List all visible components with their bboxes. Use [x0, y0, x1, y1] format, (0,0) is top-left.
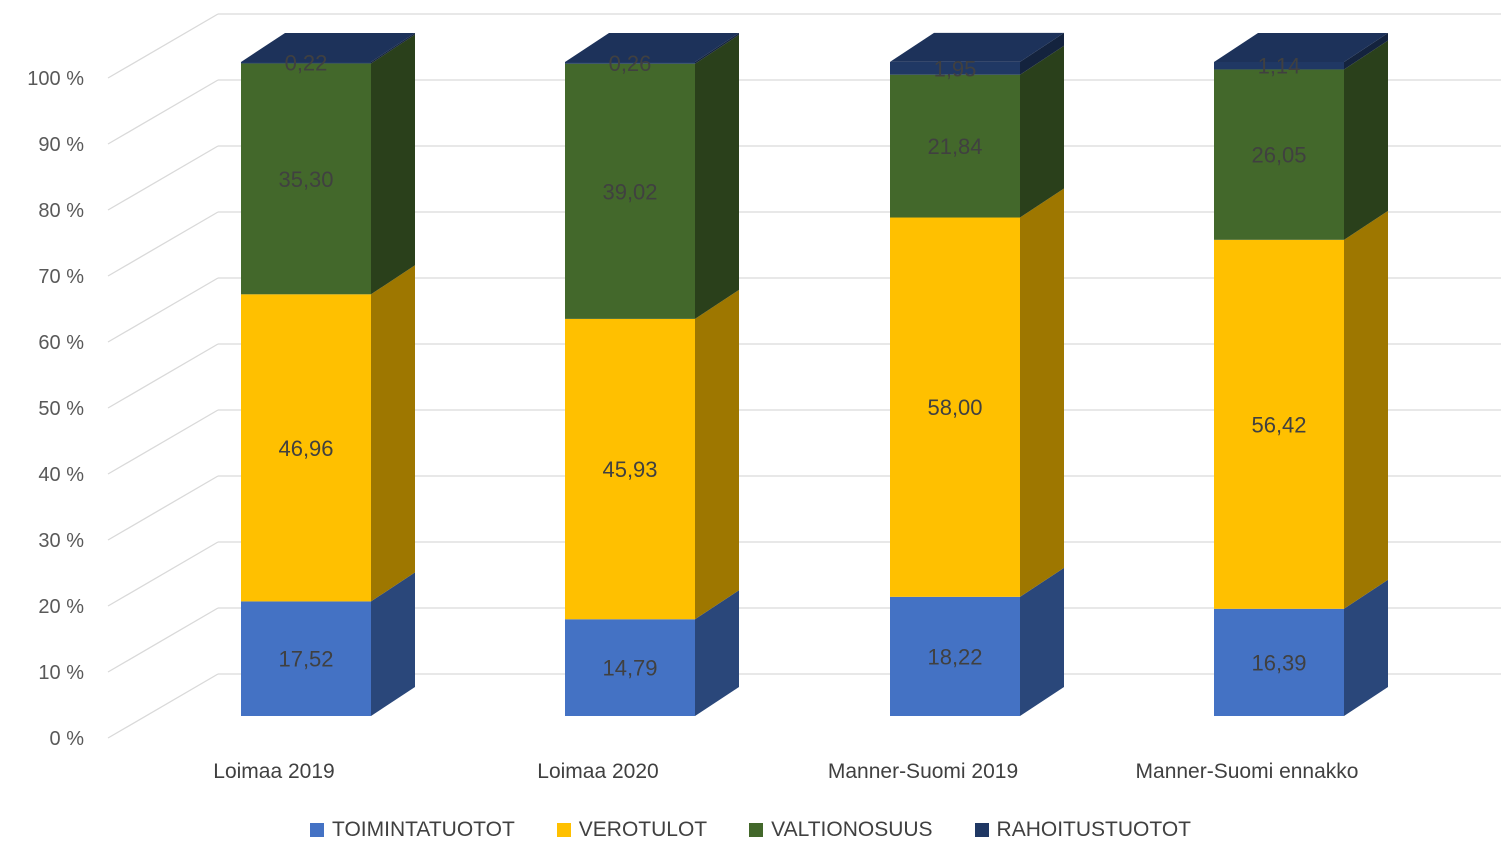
bar-segment — [1214, 62, 1344, 70]
bar-segment — [241, 62, 371, 64]
data-label: 46,96 — [278, 436, 333, 461]
bar-segment — [241, 63, 371, 295]
legend-label: TOIMINTATUOTOT — [332, 818, 515, 841]
y-tick-label: 20 % — [38, 596, 84, 618]
bar-side-face — [371, 265, 415, 602]
x-tick-label: Loimaa 2020 — [537, 760, 658, 783]
legend-swatch — [310, 823, 324, 837]
y-tick-label: 10 % — [38, 662, 84, 684]
data-label: 1,95 — [934, 56, 977, 81]
x-tick-label: Loimaa 2019 — [213, 760, 334, 783]
y-tick-label: 80 % — [38, 200, 84, 222]
bar-side-face — [1344, 210, 1388, 609]
gridline-side — [107, 13, 219, 79]
legend-item-rahoitustuotot: RAHOITUSTUOTOT — [974, 818, 1191, 842]
bar-side-face — [1344, 40, 1388, 240]
data-label: 45,93 — [602, 457, 657, 482]
bar-side-face — [1020, 45, 1064, 218]
gridline-side — [107, 79, 219, 145]
bar-top-face — [565, 33, 739, 62]
data-label: 14,79 — [602, 656, 657, 681]
bar-segment — [241, 294, 371, 602]
bar-top-face — [1214, 33, 1388, 62]
legend-label: VEROTULOT — [578, 818, 708, 841]
bar-segment — [565, 62, 695, 64]
data-label: 56,42 — [1251, 412, 1306, 437]
gridline-side — [107, 409, 219, 475]
data-label: 26,05 — [1251, 143, 1306, 168]
y-tick-label: 50 % — [38, 398, 84, 420]
bar-side-face — [1020, 567, 1064, 716]
bar-top-face — [241, 33, 415, 62]
gridline-side — [107, 343, 219, 409]
y-tick-label: 30 % — [38, 530, 84, 552]
legend-label: VALTIONOSUUS — [771, 818, 933, 841]
x-tick-label: Manner-Suomi 2019 — [828, 760, 1018, 783]
data-label: 1,14 — [1258, 54, 1301, 79]
bar-side-face — [1020, 188, 1064, 597]
y-tick-label: 60 % — [38, 332, 84, 354]
legend-item-verotulot: VEROTULOT — [556, 818, 708, 842]
y-tick-label: 100 % — [27, 68, 84, 90]
bar-segment — [890, 217, 1020, 597]
chart-canvas: 0 % 10 % 20 % 30 % 40 % 50 % 60 % 70 % 80 % 90 % 1… — [27, 13, 1501, 783]
data-label: 35,30 — [278, 167, 333, 192]
bar-segment — [565, 63, 695, 319]
bar-side-face — [1020, 32, 1064, 75]
y-tick-label: 40 % — [38, 464, 84, 486]
bar-side-face — [695, 590, 739, 716]
legend-swatch — [556, 823, 571, 837]
gridline-side — [107, 475, 219, 541]
data-label: 58,00 — [927, 395, 982, 420]
bar-side-face — [371, 34, 415, 295]
bar-side-face — [371, 33, 415, 64]
bar-side-face — [695, 34, 739, 319]
bar-side-face — [1344, 33, 1388, 70]
bar-side-face — [1344, 579, 1388, 716]
bar-segment — [890, 596, 1020, 716]
bar-side-face — [695, 33, 739, 64]
gridline-side — [107, 607, 219, 673]
bar-side-face — [695, 289, 739, 620]
bar-side-face — [371, 572, 415, 716]
bar-segment — [890, 61, 1020, 75]
x-tick-label: Manner-Suomi ennakko — [1136, 760, 1359, 783]
data-label: 21,84 — [927, 134, 982, 159]
y-tick-label: 90 % — [38, 134, 84, 156]
bar-segment — [1214, 608, 1344, 716]
legend-item-valtionosuus: VALTIONOSUUS — [749, 818, 933, 842]
data-label: 17,52 — [278, 647, 333, 672]
bar-segment — [565, 318, 695, 620]
data-label: 0,26 — [609, 51, 652, 76]
y-tick-label: 70 % — [38, 266, 84, 288]
data-label: 39,02 — [602, 179, 657, 204]
bar-segment — [241, 601, 371, 716]
gridline-side — [107, 541, 219, 607]
data-label: 0,22 — [285, 51, 328, 76]
data-label: 16,39 — [1251, 650, 1306, 675]
legend-swatch — [749, 823, 764, 837]
bar-segment — [1214, 239, 1344, 609]
gridline-side — [107, 145, 219, 211]
gridline-side — [107, 673, 219, 739]
legend-swatch — [974, 823, 989, 837]
bar-segment — [1214, 69, 1344, 240]
legend-item-toimintatuotot: TOIMINTATUOTOT — [310, 818, 515, 842]
legend-label: RAHOITUSTUOTOT — [996, 818, 1191, 841]
bar-segment — [890, 74, 1020, 218]
bar-segment — [565, 619, 695, 716]
y-tick-label: 0 % — [50, 728, 85, 750]
chart-legend: TOIMINTATUOTOT VEROTULOT VALTIONOSUUS RA… — [0, 812, 1501, 848]
gridline-side — [107, 211, 219, 277]
bar-top-face — [890, 32, 1064, 62]
data-label: 18,22 — [927, 644, 982, 669]
gridline-side — [107, 277, 219, 343]
